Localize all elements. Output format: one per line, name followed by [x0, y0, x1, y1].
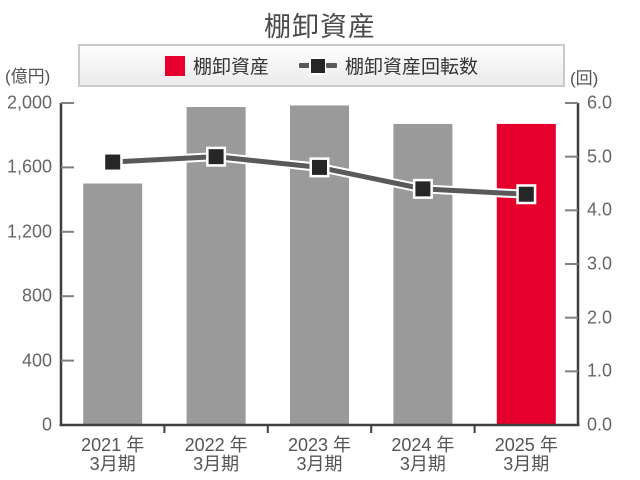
x-category-label-2022: 2022 年 3月期	[184, 435, 248, 475]
legend-item-turnover: 棚卸資産回転数	[299, 52, 478, 79]
bar-2021	[83, 183, 143, 425]
y-left-tick-label: 400	[21, 350, 52, 371]
x-category-label-2024: 2024 年 3月期	[391, 435, 455, 475]
legend: 棚卸資産 棚卸資産回転数	[78, 44, 565, 87]
y-right-tick-label: 5.0	[587, 146, 613, 167]
legend-item-inventory: 棚卸資産	[164, 52, 269, 79]
y-left-tick-label: 0	[41, 414, 52, 435]
y-left-tick-label: 1,600	[6, 156, 52, 177]
y-right-tick-label: 6.0	[587, 92, 613, 113]
bar-2024	[393, 123, 453, 426]
line-series-swatch-icon	[299, 56, 337, 75]
x-category-label-2021: 2021 年 3月期	[81, 435, 145, 475]
bar-2025	[496, 123, 556, 426]
y-right-tick-label: 2.0	[587, 307, 613, 328]
marker-2023	[312, 159, 327, 175]
legend-bar-label: 棚卸資産	[192, 57, 269, 78]
x-category-label-2023: 2023 年 3月期	[287, 435, 352, 475]
marker-2021	[105, 154, 121, 170]
y-right-tick-label: 0.0	[587, 414, 613, 435]
x-category-label-2025: 2025 年 3月期	[494, 435, 558, 475]
marker-2024	[415, 181, 431, 197]
marker-2025	[518, 186, 534, 202]
y-left-tick-label: 1,200	[6, 221, 52, 242]
y-left-tick-label: 800	[21, 285, 52, 306]
y-right-tick-label: 1.0	[587, 360, 613, 381]
bar-series-swatch-icon	[164, 55, 185, 76]
right-axis-unit-label: (回)	[570, 69, 599, 88]
y-right-tick-label: 3.0	[587, 253, 613, 274]
y-right-tick-label: 4.0	[587, 199, 613, 220]
y-left-tick-label: 2,000	[6, 92, 52, 113]
chart-title: 棚卸資産	[264, 12, 376, 42]
bar-2023	[290, 105, 349, 425]
marker-2022	[208, 149, 224, 165]
left-axis-unit-label: (億円)	[5, 67, 51, 86]
legend-line-label: 棚卸資産回転数	[345, 57, 479, 78]
